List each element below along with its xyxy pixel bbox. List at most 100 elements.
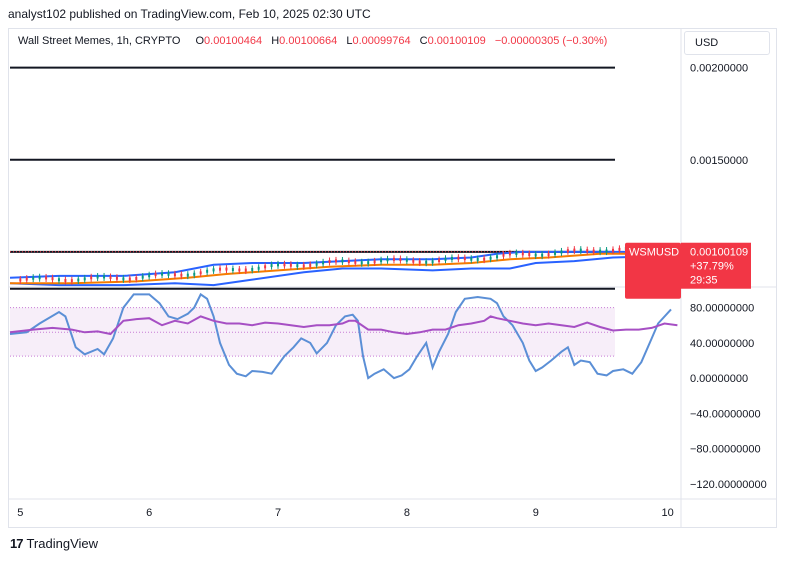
price-tick-label: 0.00150000 <box>690 155 748 167</box>
candle-body <box>135 276 138 280</box>
candle-body <box>347 260 350 264</box>
candle-body <box>412 259 415 263</box>
candle-body <box>212 268 215 272</box>
time-tick-label: 8 <box>404 507 410 519</box>
chart-frame <box>8 28 777 528</box>
candle-body <box>238 268 241 272</box>
oscillator-tick-label: −80.00000000 <box>690 444 761 456</box>
candle-body <box>51 277 54 281</box>
time-tick-label: 10 <box>662 507 674 519</box>
change-value: −0.00000305 (−0.30%) <box>494 35 608 47</box>
candle-body <box>70 279 73 283</box>
symbol-label: Wall Street Memes, 1h, CRYPTO <box>18 35 181 47</box>
candle-body <box>322 261 325 265</box>
candle-body <box>392 257 395 261</box>
oscillator-tick-label: −40.00000000 <box>690 408 761 420</box>
tradingview-logo-text: TradingView <box>26 536 99 551</box>
candle-body <box>19 278 22 282</box>
currency-button[interactable]: USD <box>684 31 770 55</box>
candle-body <box>148 274 151 278</box>
candle-body <box>463 257 466 261</box>
candle-body <box>618 247 621 251</box>
candle-body <box>270 264 273 268</box>
candle-body <box>566 249 569 253</box>
bollinger-lower-line <box>9 254 678 287</box>
candle-body <box>399 258 402 262</box>
price-tag-symbol: WSMUSD <box>629 247 679 259</box>
candle-body <box>251 267 254 271</box>
candle-body <box>225 267 228 271</box>
candle-body <box>367 261 370 265</box>
candle-body <box>83 277 86 281</box>
rsi-line <box>9 315 678 336</box>
candle-body <box>373 260 376 264</box>
candle-body <box>450 256 453 260</box>
tradingview-logo-icon: 17 <box>10 536 24 551</box>
candle-body <box>180 273 183 277</box>
candle-body <box>354 260 357 264</box>
price-tag-change: +37.79% <box>690 261 734 273</box>
candle-body <box>605 249 608 253</box>
candle-body <box>25 277 28 281</box>
candle-body <box>122 277 125 281</box>
candle-body <box>264 265 267 269</box>
candle-body <box>554 251 557 255</box>
price-tag-box <box>625 242 681 299</box>
candle-body <box>496 255 499 259</box>
candle-body <box>334 259 337 263</box>
candle-body <box>425 260 428 264</box>
stochastic-line <box>9 292 672 380</box>
price-tick-label: 0.00200000 <box>690 63 748 75</box>
ohlc-legend: Wall Street Memes, 1h, CRYPTO O0.0010046… <box>18 35 607 47</box>
high-label: H <box>271 35 280 47</box>
candle-body <box>128 277 131 281</box>
candle-body <box>489 256 492 260</box>
candle-body <box>109 275 112 279</box>
candle-body <box>508 252 511 256</box>
candle-body <box>277 263 279 267</box>
price-tag-axis-box <box>681 242 751 289</box>
candle-body <box>309 263 312 267</box>
candle-body <box>32 276 35 280</box>
candle-body <box>161 272 164 276</box>
candle-body <box>167 272 170 276</box>
price-tag-price: 0.00100109 <box>690 247 748 259</box>
candle-body <box>283 263 286 267</box>
candle-body <box>521 252 524 256</box>
candle-body <box>502 253 505 257</box>
publisher-caption: analyst102 published on TradingView.com,… <box>8 7 371 21</box>
candle-body <box>418 260 421 264</box>
candle-body <box>90 276 93 280</box>
candle-body <box>141 275 144 279</box>
candle-body <box>96 275 99 279</box>
candle-body <box>386 258 389 262</box>
candle-body <box>186 273 189 277</box>
candle-body <box>45 276 48 280</box>
candle-body <box>328 260 331 264</box>
low-value: 0.00099764 <box>352 35 411 47</box>
candle-body <box>438 259 441 263</box>
time-tick-label: 9 <box>533 507 539 519</box>
candle-body <box>193 272 196 276</box>
oscillator-tick-label: 0.00000000 <box>690 373 748 385</box>
candle-body <box>296 264 299 268</box>
candle-body <box>380 259 383 263</box>
close-value: 0.00100109 <box>427 35 486 47</box>
candle-body <box>476 257 479 261</box>
candle-body <box>444 257 447 261</box>
candle-body <box>302 264 305 268</box>
candle-body <box>483 257 486 261</box>
candle-body <box>360 261 363 265</box>
candle-body <box>38 276 41 280</box>
candle-body <box>586 249 589 253</box>
candle-body <box>528 252 531 256</box>
candle-body <box>470 257 473 261</box>
candle-body <box>115 276 118 280</box>
candle-body <box>154 273 157 277</box>
time-tick-label: 5 <box>17 507 23 519</box>
candle-body <box>592 249 595 253</box>
candle-body <box>64 278 67 282</box>
candle-body <box>103 275 106 279</box>
candle-body <box>244 268 247 272</box>
